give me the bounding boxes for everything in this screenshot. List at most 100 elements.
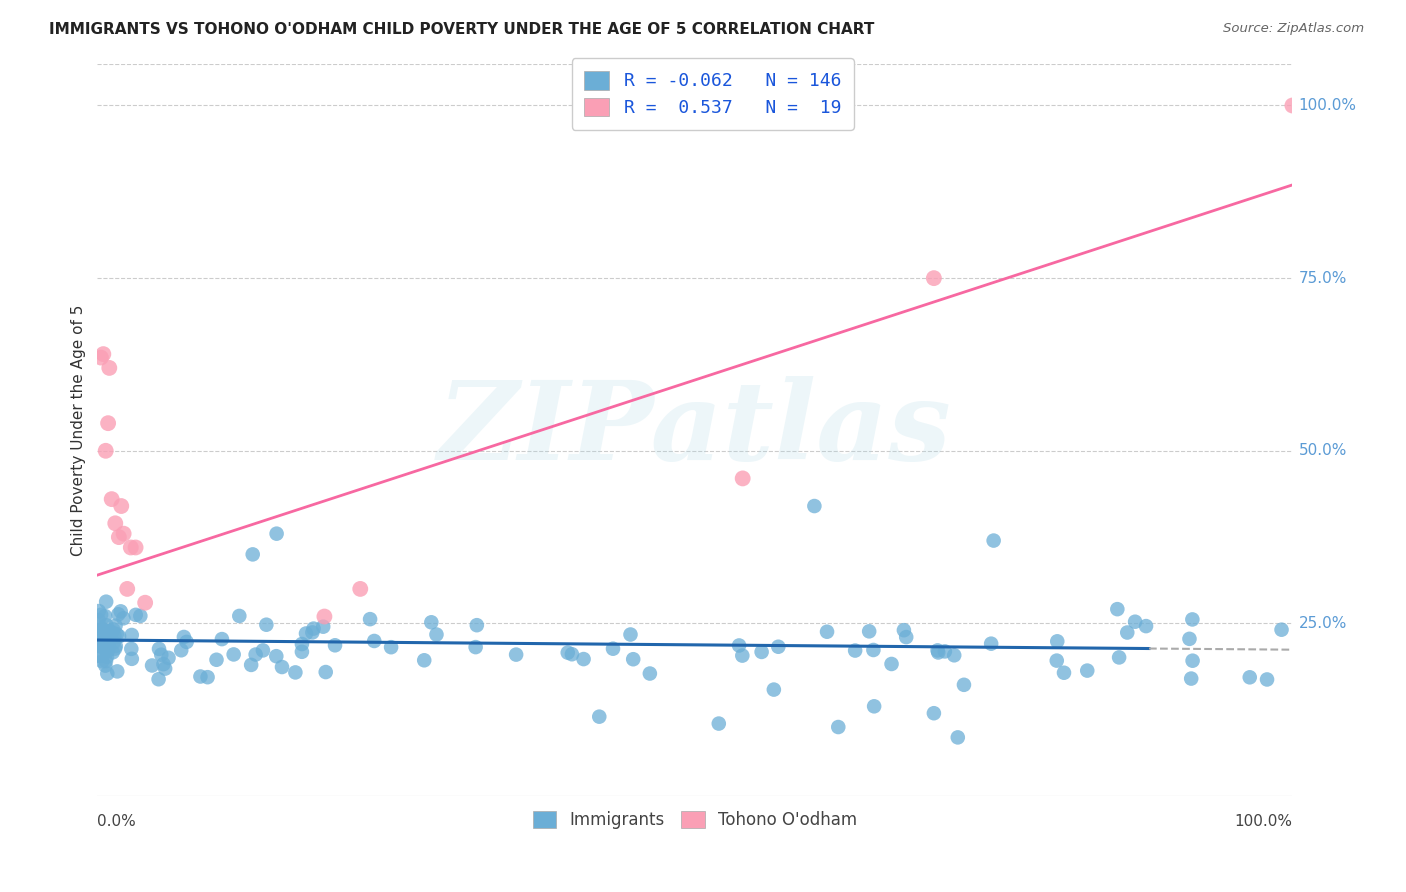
Point (271, 660, 294, 674)
Point (323, 638, 346, 652)
Point (91, 654, 114, 668)
Point (96, 644, 118, 658)
Point (707, 716, 730, 731)
Point (93, 637, 115, 651)
Point (1123, 615, 1146, 629)
Point (934, 644, 956, 658)
Legend: Immigrants, Tohono O'odham: Immigrants, Tohono O'odham (526, 804, 863, 835)
Point (363, 634, 385, 648)
Point (100, 632, 122, 646)
Point (380, 640, 402, 655)
Point (222, 648, 245, 662)
Point (107, 607, 129, 622)
Point (148, 672, 170, 686)
Point (157, 650, 180, 665)
Point (96, 649, 118, 664)
Point (150, 648, 173, 662)
Point (1270, 623, 1292, 637)
Point (153, 662, 176, 676)
Point (1108, 650, 1130, 665)
Point (880, 657, 903, 671)
Point (751, 645, 773, 659)
Point (284, 665, 307, 680)
Point (112, 526, 135, 541)
Point (93, 639, 115, 653)
Point (110, 604, 132, 618)
Point (96, 635, 118, 649)
Point (94, 627, 117, 641)
Point (413, 653, 436, 667)
Point (266, 526, 288, 541)
Point (359, 612, 381, 626)
Point (108, 629, 131, 643)
Point (1281, 98, 1303, 112)
Point (120, 541, 142, 555)
Point (96, 595, 118, 609)
Point (97, 637, 120, 651)
Point (240, 657, 263, 672)
Point (108, 530, 131, 544)
Point (97, 643, 120, 657)
Point (94, 640, 117, 654)
Point (602, 641, 624, 656)
Point (205, 653, 228, 667)
Point (980, 637, 1002, 651)
Y-axis label: Child Poverty Under the Age of 5: Child Poverty Under the Age of 5 (72, 304, 86, 556)
Point (728, 639, 751, 653)
Point (1181, 654, 1204, 668)
Point (91, 622, 114, 636)
Point (827, 720, 849, 734)
Point (731, 648, 754, 663)
Point (104, 618, 127, 632)
Point (105, 627, 128, 641)
Point (315, 665, 337, 679)
Point (98, 360, 121, 375)
Point (505, 648, 527, 662)
Point (141, 658, 163, 673)
Point (190, 669, 212, 683)
Point (91, 622, 114, 636)
Point (946, 731, 969, 745)
Point (312, 620, 335, 634)
Point (103, 623, 125, 637)
Point (638, 666, 661, 681)
Point (768, 640, 790, 654)
Point (112, 611, 135, 625)
Point (87, 649, 110, 664)
Point (105, 665, 128, 679)
Point (94, 658, 117, 673)
Point (104, 516, 127, 531)
Point (101, 625, 124, 640)
Point (983, 533, 1005, 548)
Point (87, 604, 110, 618)
Point (87, 632, 110, 646)
Point (110, 499, 132, 513)
Point (94, 636, 117, 650)
Point (943, 648, 966, 663)
Point (896, 630, 918, 644)
Point (844, 643, 866, 657)
Point (87, 639, 110, 653)
Point (266, 649, 288, 664)
Point (731, 471, 754, 485)
Point (89, 648, 111, 663)
Point (1046, 634, 1069, 648)
Point (1180, 672, 1202, 686)
Point (104, 641, 127, 656)
Point (125, 607, 148, 622)
Point (197, 670, 219, 684)
Point (420, 615, 443, 630)
Point (124, 541, 146, 555)
Point (1116, 625, 1139, 640)
Point (572, 652, 595, 666)
Text: 50.0%: 50.0% (1298, 443, 1347, 458)
Point (121, 652, 143, 666)
Point (295, 626, 318, 640)
Point (94, 609, 117, 624)
Point (922, 706, 945, 721)
Point (91, 347, 114, 361)
Point (152, 657, 174, 672)
Point (561, 647, 583, 661)
Point (94, 443, 117, 458)
Point (621, 652, 644, 666)
